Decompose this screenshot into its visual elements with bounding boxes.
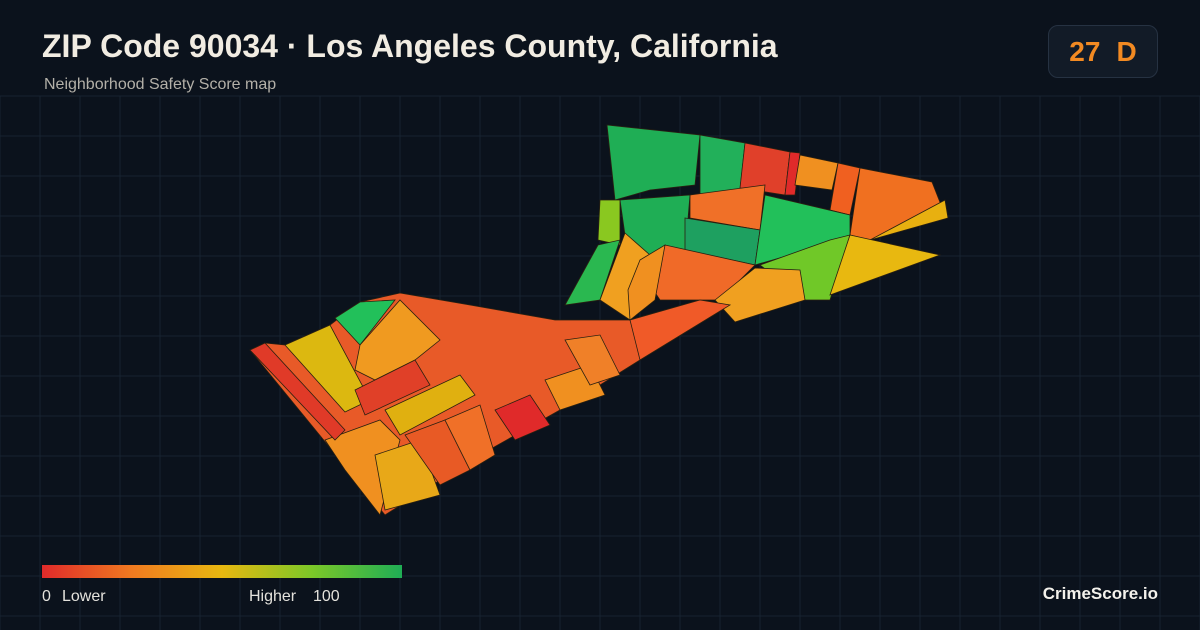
legend-gradient [42,565,402,578]
score-badge: 27 D [1048,25,1158,78]
subtitle: Neighborhood Safety Score map [44,76,277,93]
legend-min: 0 [42,588,51,605]
title: ZIP Code 90034 · Los Angeles County, Cal… [42,28,778,64]
legend-max: 100 [313,588,340,605]
score: 27 [1069,35,1101,67]
legend-max-label: Higher [249,588,297,605]
grade: D [1116,35,1137,67]
brand: CrimeScore.io [1042,584,1158,603]
legend-min-label: Lower [62,588,106,605]
zip-area [249,124,949,516]
